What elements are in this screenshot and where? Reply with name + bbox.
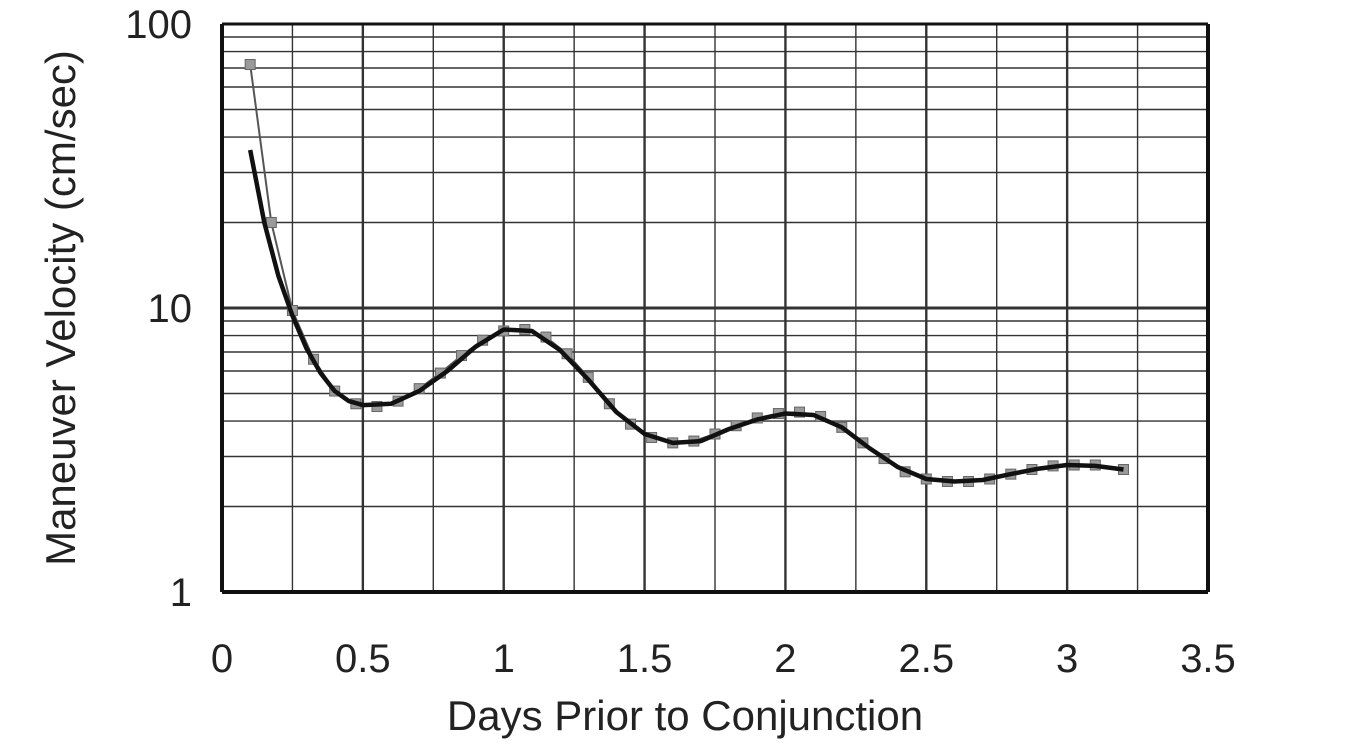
- x-tick-label: 0.5: [335, 637, 391, 681]
- x-tick-label: 2.5: [898, 637, 954, 681]
- series-group: [244, 59, 1129, 487]
- tick-labels: 0 0.5 1 1.5 2 2.5 3 3.5 1 10 100: [125, 3, 1236, 681]
- y-tick-label: 1: [170, 571, 192, 615]
- axes: [220, 22, 1210, 594]
- x-axis-label: Days Prior to Conjunction: [447, 692, 923, 739]
- data-point: [244, 59, 256, 71]
- data-point: [265, 217, 277, 229]
- x-tick-label: 3: [1056, 637, 1078, 681]
- x-tick-label: 1: [493, 637, 515, 681]
- y-tick-label: 10: [148, 287, 193, 331]
- x-tick-label: 0: [211, 637, 233, 681]
- series-line-2: [247, 149, 1124, 484]
- x-tick-label: 3.5: [1180, 637, 1236, 681]
- series-line-1: [249, 64, 1124, 483]
- y-axis-label: Maneuver Velocity (cm/sec): [37, 50, 84, 566]
- x-tick-label: 1.5: [617, 637, 673, 681]
- grid: [220, 22, 1210, 594]
- x-tick-label: 2: [774, 637, 796, 681]
- y-tick-label: 100: [125, 3, 192, 47]
